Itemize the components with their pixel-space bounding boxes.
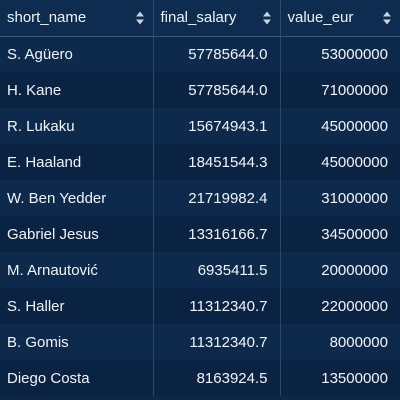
table-row[interactable]: Gabriel Jesus 13316166.7 34500000 [0, 216, 400, 252]
sort-icon[interactable] [383, 11, 391, 25]
table-row[interactable]: W. Ben Yedder 21719982.4 31000000 [0, 180, 400, 216]
cell-final-salary[interactable]: 57785644.0 [153, 36, 281, 72]
cell-final-salary[interactable]: 11312340.7 [153, 324, 281, 360]
cell-short-name[interactable]: M. Arnautović [0, 252, 154, 288]
cell-final-salary[interactable]: 21719982.4 [153, 180, 281, 216]
sort-icon[interactable] [262, 11, 271, 25]
cell-short-name[interactable]: B. Gomis [0, 324, 154, 360]
column-header-value-eur[interactable]: value_eur [280, 0, 400, 37]
cell-short-name[interactable]: W. Ben Yedder [0, 180, 154, 216]
table-row[interactable]: E. Haaland 18451544.3 45000000 [0, 144, 400, 180]
column-header-short-name[interactable]: short_name [0, 0, 154, 37]
header-row: short_name final_salary value_eur [0, 0, 400, 37]
table-row[interactable]: M. Arnautović 6935411.5 20000000 [0, 252, 400, 288]
cell-short-name[interactable]: S. Agüero [0, 36, 154, 72]
cell-value-eur[interactable]: 45000000 [280, 144, 400, 180]
table-row[interactable]: Diego Costa 8163924.5 13500000 [0, 360, 400, 396]
cell-final-salary[interactable]: 11312340.7 [153, 288, 281, 324]
cell-value-eur[interactable]: 53000000 [280, 36, 400, 72]
cell-value-eur[interactable]: 13500000 [280, 360, 400, 396]
cell-final-salary[interactable]: 15674943.1 [153, 108, 281, 144]
column-header-label: final_salary [160, 9, 237, 27]
table-row[interactable]: B. Gomis 11312340.7 8000000 [0, 324, 400, 360]
cell-value-eur[interactable]: 20000000 [280, 252, 400, 288]
cell-value-eur[interactable]: 31000000 [280, 180, 400, 216]
cell-value-eur[interactable]: 22000000 [280, 288, 400, 324]
cell-final-salary[interactable]: 8163924.5 [153, 360, 281, 396]
cell-value-eur[interactable]: 34500000 [280, 216, 400, 252]
cell-value-eur[interactable]: 45000000 [280, 108, 400, 144]
cell-final-salary[interactable]: 6935411.5 [153, 252, 281, 288]
cell-short-name[interactable]: Gabriel Jesus [0, 216, 154, 252]
table-row[interactable]: S. Agüero 57785644.0 53000000 [0, 36, 400, 72]
cell-value-eur[interactable]: 8000000 [280, 324, 400, 360]
cell-short-name[interactable]: S. Haller [0, 288, 154, 324]
column-header-label: value_eur [287, 9, 354, 27]
cell-final-salary[interactable]: 57785644.0 [153, 72, 281, 108]
table-header: short_name final_salary value_eur [0, 0, 400, 37]
table-body: S. Agüero 57785644.0 53000000 H. Kane 57… [0, 36, 400, 396]
sort-icon[interactable] [135, 11, 144, 25]
cell-final-salary[interactable]: 13316166.7 [153, 216, 281, 252]
table-row[interactable]: S. Haller 11312340.7 22000000 [0, 288, 400, 324]
column-header-final-salary[interactable]: final_salary [153, 0, 281, 37]
column-header-label: short_name [7, 9, 87, 27]
cell-short-name[interactable]: Diego Costa [0, 360, 154, 396]
cell-short-name[interactable]: H. Kane [0, 72, 154, 108]
cell-final-salary[interactable]: 18451544.3 [153, 144, 281, 180]
table-row[interactable]: R. Lukaku 15674943.1 45000000 [0, 108, 400, 144]
cell-value-eur[interactable]: 71000000 [280, 72, 400, 108]
table-row[interactable]: H. Kane 57785644.0 71000000 [0, 72, 400, 108]
cell-short-name[interactable]: E. Haaland [0, 144, 154, 180]
cell-short-name[interactable]: R. Lukaku [0, 108, 154, 144]
